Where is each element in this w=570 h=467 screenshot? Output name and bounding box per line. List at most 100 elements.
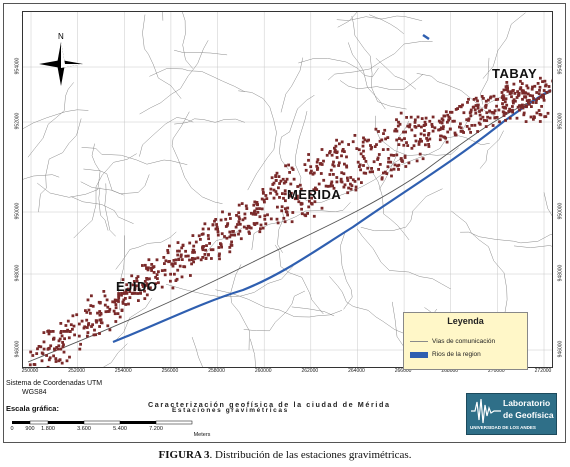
gravimetric-station-marker: [322, 159, 325, 163]
gravimetric-station-marker: [494, 98, 498, 101]
gravimetric-station-marker: [424, 123, 428, 126]
gravimetric-station-marker: [234, 225, 238, 229]
road-path: [70, 196, 134, 224]
gravimetric-station-marker: [333, 146, 336, 150]
gravimetric-station-marker: [207, 253, 210, 257]
gravimetric-station-marker: [399, 157, 403, 161]
gravimetric-station-marker: [365, 139, 369, 143]
gravimetric-station-marker: [523, 95, 526, 99]
gravimetric-station-marker: [84, 309, 87, 312]
gravimetric-station-marker: [481, 115, 485, 119]
gravimetric-station-marker: [518, 108, 521, 112]
gravimetric-station-marker: [291, 168, 295, 171]
gravimetric-station-marker: [47, 332, 51, 336]
gravimetric-station-marker: [406, 144, 410, 147]
gravimetric-station-marker: [488, 116, 492, 120]
gravimetric-station-marker: [312, 214, 316, 218]
gravimetric-station-marker: [389, 168, 393, 172]
road-path: [329, 276, 408, 336]
gravimetric-station-marker: [296, 194, 299, 198]
gravimetric-station-marker: [361, 140, 365, 144]
gravimetric-station-marker: [154, 282, 157, 286]
road-path: [361, 153, 410, 241]
gravimetric-station-marker: [425, 137, 428, 140]
gravimetric-station-marker: [53, 348, 57, 352]
gravimetric-station-marker: [118, 315, 122, 319]
gravimetric-station-marker: [403, 137, 406, 140]
gravimetric-station-marker: [113, 312, 117, 316]
gravimetric-station-marker: [229, 233, 233, 237]
gravimetric-station-marker: [498, 120, 501, 124]
gravimetric-station-marker: [528, 94, 532, 97]
gravimetric-station-marker: [395, 129, 399, 133]
gravimetric-station-marker: [284, 180, 287, 184]
road-path: [337, 12, 358, 28]
gravimetric-station-marker: [476, 106, 480, 110]
gravimetric-station-marker: [335, 138, 338, 142]
gravimetric-station-marker: [171, 264, 175, 268]
gravimetric-station-marker: [396, 164, 399, 168]
gravimetric-station-marker: [278, 196, 281, 199]
logo-text-line2: de Geofísica: [503, 410, 554, 420]
gravimetric-station-marker: [524, 120, 528, 123]
gravimetric-station-marker: [194, 240, 198, 244]
gravimetric-station-marker: [480, 108, 483, 112]
gravimetric-station-marker: [535, 98, 538, 102]
gravimetric-station-marker: [286, 213, 289, 217]
gravimetric-station-marker: [78, 347, 82, 351]
gravimetric-station-marker: [226, 222, 230, 225]
gravimetric-station-marker: [484, 125, 488, 128]
gravimetric-station-marker: [114, 320, 118, 323]
gravimetric-station-marker: [206, 234, 210, 237]
gravimetric-station-marker: [345, 164, 348, 168]
gravimetric-station-marker: [213, 219, 216, 223]
lake-mark: [422, 33, 430, 41]
gravimetric-station-marker: [286, 206, 290, 210]
gravimetric-station-marker: [59, 331, 63, 335]
gravimetric-station-marker: [508, 109, 512, 113]
gravimetric-station-marker: [45, 354, 48, 357]
gravimetric-station-marker: [461, 103, 464, 107]
gravimetric-station-marker: [516, 90, 519, 93]
gravimetric-station-marker: [437, 119, 441, 123]
gravimetric-station-marker: [280, 209, 284, 213]
gravimetric-station-marker: [530, 105, 533, 108]
gravimetric-station-marker: [423, 129, 426, 132]
gravimetric-station-marker: [264, 194, 268, 197]
gravimetric-station-marker: [362, 157, 366, 160]
gravimetric-station-marker: [174, 258, 178, 262]
gravimetric-station-marker: [392, 167, 396, 171]
gravimetric-station-marker: [178, 249, 181, 253]
gravimetric-station-marker: [156, 277, 159, 280]
gravimetric-station-marker: [363, 138, 367, 142]
gravimetric-station-marker: [424, 116, 428, 120]
gravimetric-station-marker: [243, 216, 247, 220]
gravimetric-station-marker: [504, 111, 508, 115]
gravimetric-station-marker: [508, 107, 511, 111]
gravimetric-station-marker: [33, 363, 37, 366]
gravimetric-station-marker: [537, 97, 540, 100]
gravimetric-station-marker: [438, 128, 442, 131]
gravimetric-station-marker: [482, 119, 486, 122]
gravimetric-station-marker: [147, 258, 151, 262]
gravimetric-station-marker: [231, 230, 234, 233]
gravimetric-station-marker: [62, 330, 66, 333]
scale-tick: 900: [25, 426, 35, 432]
gravimetric-station-marker: [539, 95, 543, 99]
gravimetric-station-marker: [298, 183, 302, 187]
gravimetric-station-marker: [136, 275, 140, 278]
gravimetric-station-marker: [316, 158, 320, 161]
gravimetric-station-marker: [141, 285, 145, 288]
gravimetric-station-marker: [380, 138, 384, 142]
gravimetric-station-marker: [470, 124, 474, 127]
gravimetric-station-marker: [458, 125, 461, 129]
gravimetric-station-marker: [325, 153, 329, 157]
gravimetric-station-marker: [482, 97, 485, 100]
gravimetric-station-marker: [522, 89, 525, 93]
gravimetric-station-marker: [220, 245, 223, 249]
gravimetric-station-marker: [387, 160, 391, 164]
gravimetric-station-marker: [253, 200, 257, 204]
gravimetric-station-marker: [396, 124, 400, 128]
gravimetric-station-marker: [413, 125, 417, 128]
gravimetric-station-marker: [176, 253, 180, 257]
